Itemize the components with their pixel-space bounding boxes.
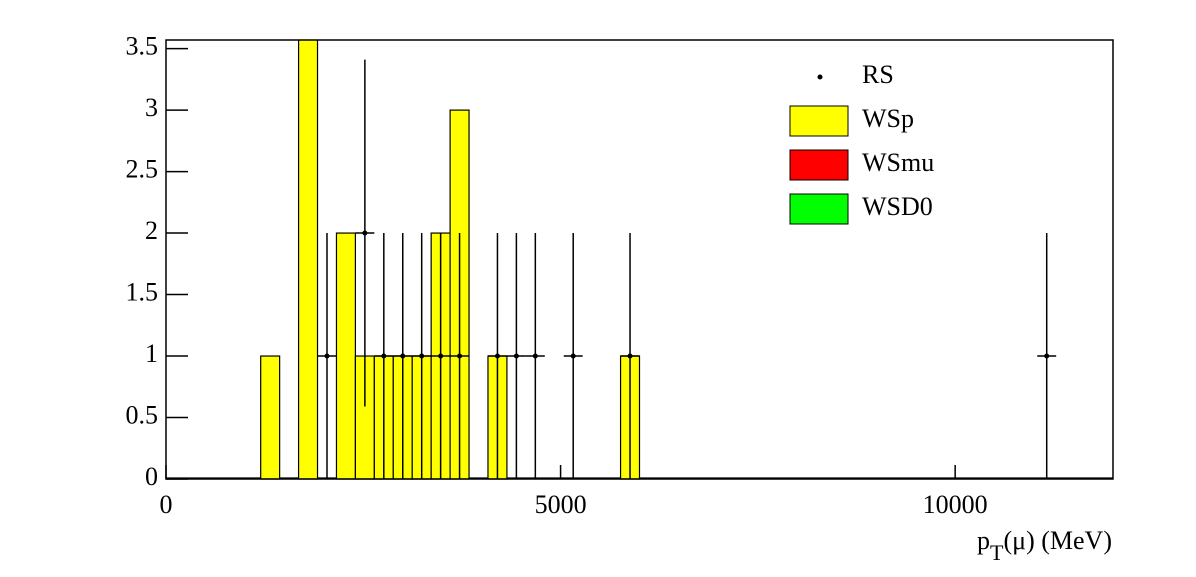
legend-swatch: [789, 105, 849, 137]
y-tick-label: 1: [145, 339, 158, 368]
legend-swatch: [789, 149, 849, 181]
x-tick-label: 0: [160, 490, 173, 519]
x-axis-label: pT(μ) (MeV): [977, 526, 1112, 565]
y-tick-label: 1.5: [126, 278, 159, 307]
frame: [165, 39, 1114, 480]
plot-area: [166, 40, 1113, 480]
y-tick-label: 0.5: [126, 400, 159, 429]
data-point: [513, 353, 519, 359]
histogram-bar: [335, 232, 356, 480]
data-point: [419, 353, 425, 359]
histogram-bar: [260, 355, 281, 480]
x-tick-label: 10000: [923, 490, 988, 519]
x-label-rest: (μ) (MeV): [1003, 526, 1112, 555]
data-point: [532, 353, 538, 359]
x-tick-label: 5000: [535, 490, 587, 519]
data-point: [324, 353, 330, 359]
legend-label: WSD0: [862, 192, 933, 221]
data-point: [570, 353, 576, 359]
legend-label: RS: [862, 60, 894, 89]
histogram-bar: [297, 40, 319, 480]
legend-label: WSp: [862, 104, 914, 133]
y-tick-label: 2.5: [126, 155, 159, 184]
y-tick-label: 3: [145, 93, 158, 122]
legend-marker: [817, 74, 823, 80]
y-tick-label: 2: [145, 216, 158, 245]
y-tick-label: 3.5: [126, 32, 159, 61]
x-label-sub: T: [990, 540, 1004, 565]
legend-swatch: [789, 193, 849, 225]
data-point: [494, 353, 500, 359]
data-point: [627, 353, 633, 359]
data-point: [400, 353, 406, 359]
y-tick-label: 0: [145, 462, 158, 491]
data-point: [381, 353, 387, 359]
legend-label: WSmu: [862, 148, 934, 177]
x-label-main: p: [977, 526, 990, 555]
data-point: [438, 353, 444, 359]
data-point: [457, 353, 463, 359]
data-point: [1044, 353, 1050, 359]
data-point: [362, 230, 368, 236]
